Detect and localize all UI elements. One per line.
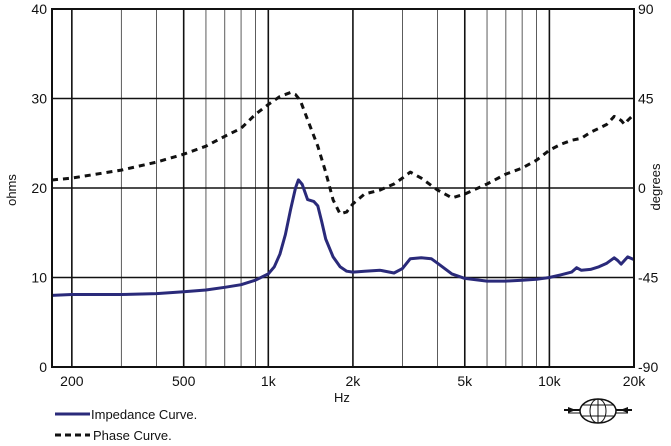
x-tick-labels: 200 500 1k 2k 5k 10k 20k [60, 373, 646, 389]
right-y-tick-label: -45 [638, 270, 658, 286]
right-y-tick-label: -90 [638, 359, 658, 375]
x-tick-label: 200 [60, 373, 84, 389]
left-y-tick-label: 40 [31, 1, 47, 17]
phase-curve [51, 91, 636, 216]
right-y-axis-title: degrees [648, 163, 663, 210]
left-y-tick-label: 10 [31, 270, 47, 286]
left-y-axis-title: ohms [4, 174, 19, 206]
left-y-tick-label: 30 [31, 91, 47, 107]
x-tick-label: 500 [172, 373, 196, 389]
legend-impedance-label: Impedance Curve. [91, 407, 197, 422]
major-grid [52, 8, 635, 368]
left-y-tick-label: 0 [39, 359, 47, 375]
x-tick-label: 20k [623, 373, 647, 389]
legend: Impedance Curve. Phase Curve. [55, 407, 197, 443]
impedance-curve [51, 178, 635, 297]
x-axis-title: Hz [334, 390, 350, 405]
left-y-tick-label: 20 [31, 180, 47, 196]
series-layer [51, 91, 636, 297]
x-tick-label: 2k [346, 373, 362, 389]
left-y-tick-labels: 0 10 20 30 40 [31, 1, 47, 375]
right-y-tick-label: 45 [638, 91, 654, 107]
right-y-tick-labels: -90 -45 0 45 90 [638, 1, 658, 375]
right-y-tick-label: 0 [638, 180, 646, 196]
plot-frame [51, 8, 635, 368]
right-y-tick-label: 90 [638, 1, 654, 17]
x-tick-label: 5k [457, 373, 473, 389]
x-tick-label: 10k [538, 373, 562, 389]
globe-logo-icon [564, 398, 632, 424]
x-tick-label: 1k [261, 373, 277, 389]
legend-phase-label: Phase Curve. [93, 428, 172, 443]
